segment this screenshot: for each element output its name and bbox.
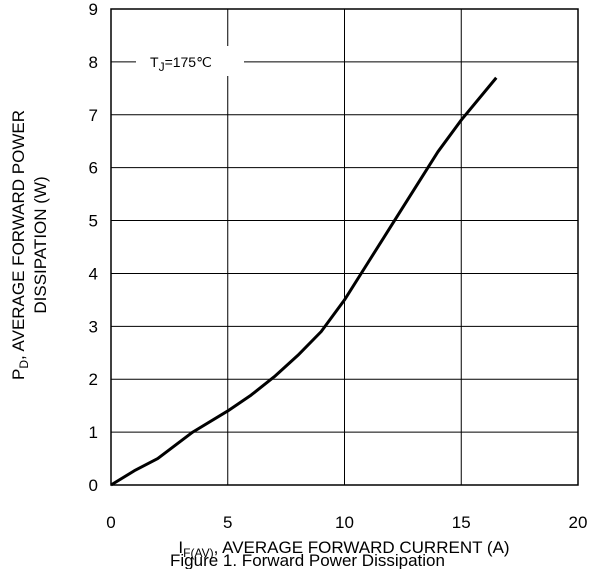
caption: Figure 1. Forward Power Dissipation <box>170 551 445 569</box>
x-axis-label: IF(AV), AVERAGE FORWARD CURRENT (A) <box>178 538 509 560</box>
x-tick-label: 5 <box>223 513 232 532</box>
plot-frame <box>110 8 579 486</box>
y-axis-label-sub: D <box>17 360 31 369</box>
y-axis-label: PD, AVERAGE FORWARD POWER <box>9 110 31 380</box>
y-tick-label: 3 <box>89 317 98 336</box>
x-tick-label: 15 <box>452 513 471 532</box>
y-tick-label: 4 <box>89 264 98 283</box>
y-tick-label: 8 <box>89 53 98 72</box>
x-axis-label-rest: , AVERAGE FORWARD CURRENT (A) <box>214 538 510 557</box>
data-line <box>110 76 498 487</box>
y-tick-label: 2 <box>89 370 98 389</box>
annotation-rest: =175℃ <box>165 54 212 70</box>
y-tick-label: 0 <box>89 476 98 495</box>
y-tick-label: 9 <box>89 0 98 19</box>
y-axis-label-base: P <box>9 369 28 380</box>
y-axis-label-rest: , AVERAGE FORWARD POWER <box>9 110 28 360</box>
x-axis-label-sub: F(AV) <box>183 546 213 560</box>
y-tick-label: 1 <box>89 423 98 442</box>
annotation-box <box>136 46 244 76</box>
y-tick-label: 7 <box>89 106 98 125</box>
annotation-sub: J <box>159 60 165 74</box>
y-tick-label: 6 <box>89 159 98 178</box>
x-tick-label: 0 <box>106 513 115 532</box>
annotation: TJ=175℃ <box>150 54 212 74</box>
annotation-base: T <box>150 54 159 70</box>
y-tick-label: 5 <box>89 212 98 231</box>
x-axis-label-base: I <box>178 538 183 557</box>
y-axis-label-line2: DISSIPATION (W) <box>31 176 50 313</box>
x-tick-label: 20 <box>569 513 588 532</box>
x-tick-label: 10 <box>335 513 354 532</box>
